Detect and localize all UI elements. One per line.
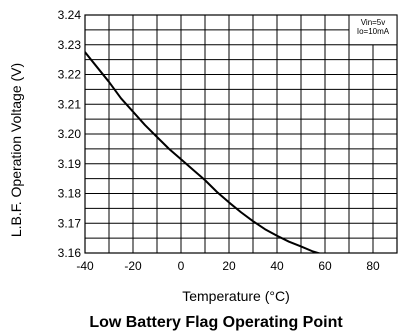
y-tick-label: 3.16 <box>58 246 82 260</box>
series-layer <box>85 51 322 253</box>
annotation-box-bg <box>348 14 398 46</box>
y-axis-title: L.B.F. Operation Voltage (V) <box>8 63 24 237</box>
annotation-text: Io=10mA <box>357 27 390 36</box>
y-tick-label: 3.18 <box>58 187 82 201</box>
grid <box>85 15 397 253</box>
x-tick-label: 60 <box>318 259 332 273</box>
x-tick-label: 40 <box>270 259 284 273</box>
y-tick-label: 3.23 <box>58 38 82 52</box>
y-tick-label: 3.22 <box>58 68 82 82</box>
x-tick-label: 20 <box>222 259 236 273</box>
plot-border <box>84 14 398 254</box>
plot-frame <box>84 14 398 254</box>
x-tick-label: -40 <box>76 259 94 273</box>
x-tick-label: 0 <box>178 259 185 273</box>
x-tick-label: -20 <box>124 259 142 273</box>
series-line-0 <box>85 51 322 253</box>
x-axis-tick-labels: -40 -20 0 20 40 60 80 <box>76 259 380 273</box>
y-tick-label: 3.24 <box>58 8 82 22</box>
y-tick-label: 3.19 <box>58 157 82 171</box>
y-tick-label: 3.21 <box>58 97 82 111</box>
chart-title: Low Battery Flag Operating Point <box>89 314 343 331</box>
y-tick-label: 3.17 <box>58 216 82 230</box>
annotation-text: Vin=5v <box>361 18 386 27</box>
x-tick-label: 80 <box>366 259 380 273</box>
y-axis-tick-labels: 3.16 3.17 3.18 3.19 3.20 3.21 3.22 3.23 3.24 <box>58 8 82 260</box>
x-axis-title: Temperature (°C) <box>182 288 290 304</box>
y-tick-label: 3.20 <box>58 127 82 141</box>
